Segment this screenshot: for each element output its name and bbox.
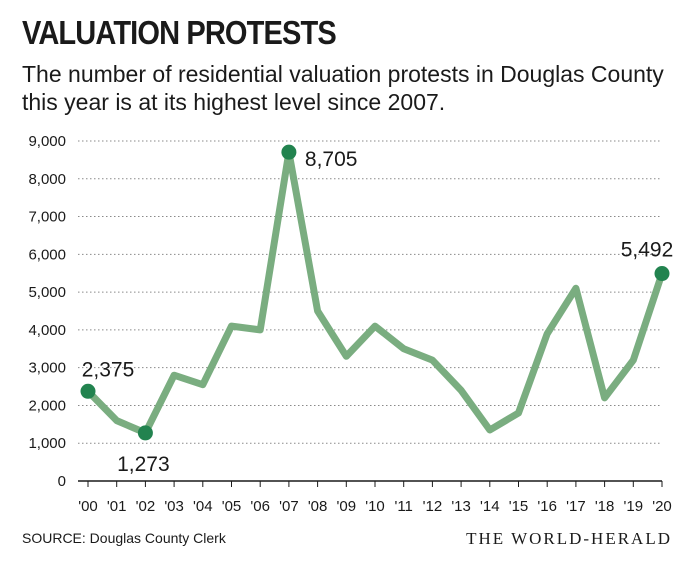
data-point-marker — [654, 266, 670, 282]
x-tick-label: '11 — [394, 498, 412, 515]
x-tick-label: '13 — [451, 498, 471, 515]
chart-subtitle: The number of residential valuation prot… — [22, 61, 664, 115]
x-tick-label: '17 — [566, 498, 586, 515]
data-point-marker — [281, 144, 297, 160]
x-tick-label: '08 — [308, 498, 328, 515]
data-label: 5,492 — [621, 239, 674, 262]
x-tick-label: '03 — [164, 498, 184, 515]
x-tick-label: '14 — [480, 498, 500, 515]
x-tick-label: '02 — [136, 498, 156, 515]
x-tick-label: '09 — [337, 498, 357, 515]
x-tick-label: '12 — [423, 498, 443, 515]
y-tick-label: 2,000 — [28, 397, 66, 414]
x-tick-label: '20 — [652, 498, 672, 515]
x-tick-label: '18 — [595, 498, 615, 515]
y-tick-label: 1,000 — [28, 435, 66, 452]
x-tick-label: '04 — [193, 498, 213, 515]
y-tick-label: 5,000 — [28, 284, 66, 301]
y-tick-label: 4,000 — [28, 322, 66, 339]
label-layer: 2,375 1,273 8,705 5,492 — [82, 148, 674, 476]
data-point-marker — [80, 383, 96, 399]
data-point-marker — [137, 425, 153, 441]
line-layer — [84, 148, 666, 437]
y-tick-label: 9,000 — [28, 133, 66, 150]
data-label: 2,375 — [82, 358, 135, 381]
line-chart: 0 1,000 2,000 3,000 4,000 5,000 6,000 7,000 8,00… — [28, 133, 674, 515]
y-tick-label: 6,000 — [28, 246, 66, 263]
series-line — [84, 148, 666, 437]
x-tick-label: '16 — [537, 498, 557, 515]
y-tick-label: 0 — [58, 473, 66, 490]
source-note: SOURCE: Douglas County Clerk — [22, 530, 226, 546]
y-tick-label: 8,000 — [28, 171, 66, 188]
y-tick-label: 3,000 — [28, 360, 66, 377]
x-tick-label: '19 — [624, 498, 644, 515]
axis-layer: 0 1,000 2,000 3,000 4,000 5,000 6,000 7,000 8,00… — [28, 133, 671, 515]
data-label: 1,273 — [117, 453, 170, 476]
publisher-credit: THE WORLD-HERALD — [466, 529, 672, 548]
x-tick-label: '01 — [107, 498, 127, 515]
x-tick-label: '10 — [365, 498, 385, 515]
y-tick-label: 7,000 — [28, 209, 66, 226]
x-tick-label: '07 — [279, 498, 299, 515]
x-tick-label: '15 — [509, 498, 529, 515]
x-tick-label: '00 — [78, 498, 98, 515]
grid-layer — [78, 140, 662, 444]
data-label: 8,705 — [305, 148, 358, 171]
x-tick-label: '05 — [222, 498, 242, 515]
x-tick-label: '06 — [250, 498, 270, 515]
marker-layer — [80, 144, 670, 441]
chart-title: VALUATION PROTESTS — [22, 14, 337, 51]
